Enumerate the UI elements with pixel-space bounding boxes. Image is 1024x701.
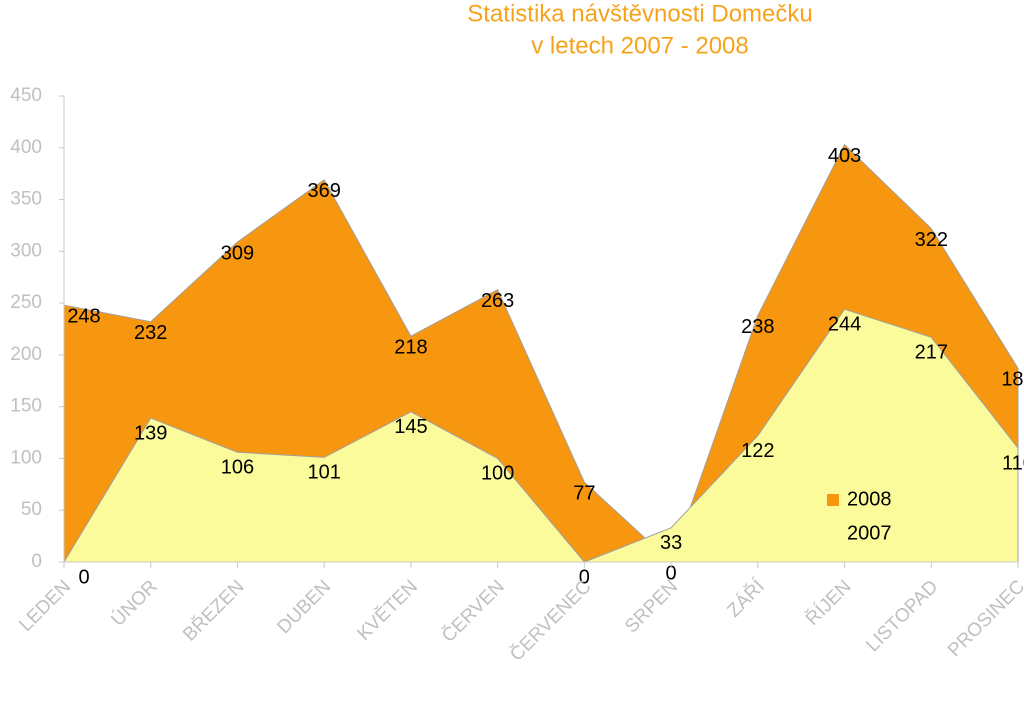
data-label: 403 — [828, 145, 861, 167]
chart-title: v letech 2007 - 2008 — [531, 32, 749, 59]
y-tick-label: 50 — [21, 499, 42, 520]
y-tick-label: 400 — [10, 137, 42, 158]
x-tick-label: KVĚTEN — [353, 576, 422, 645]
x-tick-label: PROSINEC — [944, 576, 1024, 661]
data-label: 100 — [481, 463, 514, 485]
data-label: 145 — [394, 416, 427, 438]
data-label: 122 — [741, 440, 774, 462]
x-tick-label: ČERVENEC — [505, 576, 595, 666]
data-label: 218 — [394, 337, 427, 359]
data-label: 110 — [1002, 452, 1024, 474]
x-tick-label: DUBEN — [273, 576, 335, 638]
y-tick-label: 0 — [31, 551, 42, 572]
legend-swatch — [827, 494, 839, 506]
y-tick-label: 450 — [10, 85, 42, 106]
data-label: 0 — [78, 566, 89, 588]
x-tick-label: BŘEZEN — [178, 576, 248, 646]
data-label: 217 — [915, 342, 948, 364]
data-label: 106 — [221, 457, 254, 479]
data-label: 0 — [579, 566, 590, 588]
data-label: 244 — [828, 314, 861, 336]
x-tick-label: SRPEN — [621, 576, 682, 637]
legend-label: 2007 — [847, 522, 892, 544]
data-label: 248 — [67, 305, 100, 327]
area — [63, 308, 1019, 563]
y-tick-label: 350 — [10, 189, 42, 210]
x-tick-label: ŘÍJEN — [801, 576, 855, 630]
data-label: 101 — [307, 462, 340, 484]
y-tick-label: 150 — [10, 396, 42, 417]
data-label: 232 — [134, 322, 167, 344]
data-label: 309 — [221, 242, 254, 264]
x-tick-label: ÚNOR — [107, 576, 162, 631]
x-tick-label: LEDEN — [15, 576, 75, 636]
legend-swatch — [827, 528, 839, 540]
data-label: 77 — [573, 483, 595, 505]
y-tick-label: 200 — [10, 344, 42, 365]
data-label: 139 — [134, 422, 167, 444]
data-label: 369 — [307, 180, 340, 202]
data-label: 0 — [666, 562, 677, 584]
y-tick-label: 100 — [10, 447, 42, 468]
data-label: 263 — [481, 290, 514, 312]
data-label: 322 — [915, 229, 948, 251]
y-tick-label: 250 — [10, 292, 42, 313]
x-tick-label: ZÁŘÍ — [723, 575, 770, 622]
x-tick-label: ČERVEN — [437, 576, 508, 647]
y-tick-label: 300 — [10, 240, 42, 261]
data-label: 238 — [741, 316, 774, 338]
data-label: 187 — [1001, 369, 1024, 391]
x-tick-label: LISTOPAD — [862, 576, 942, 656]
legend-label: 2008 — [847, 488, 892, 510]
data-label: 33 — [660, 532, 682, 554]
chart-title: Statistika návštěvnosti Domečku — [467, 0, 812, 27]
